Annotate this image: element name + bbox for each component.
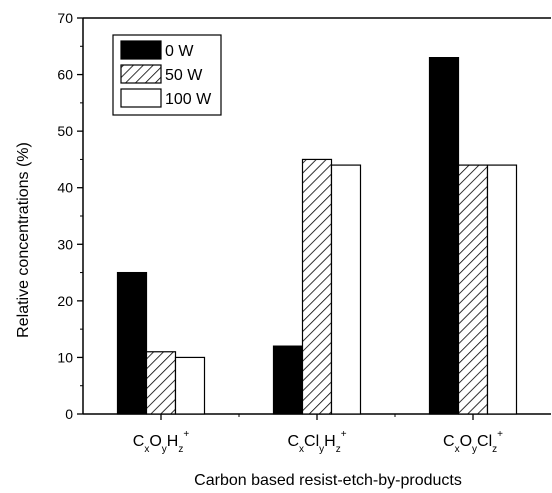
bar [428, 56, 460, 415]
y-tick-label: 10 [57, 349, 73, 365]
x-tick-label: Cx​Cly​Hz​+​ [287, 429, 346, 455]
legend-label: 50 W [165, 67, 203, 84]
bar [330, 164, 362, 415]
bar [174, 356, 206, 415]
bar [301, 158, 333, 415]
bar [486, 164, 518, 415]
bar [116, 271, 148, 415]
x-axis-ticks: Cx​Oy​Hz​+​ Cx​Cly​Hz​+​ Cx​Oy​Clz​+​ [133, 414, 503, 455]
legend-swatch [120, 88, 162, 108]
y-tick-label: 50 [57, 123, 73, 139]
x-axis-title: Carbon based resist-etch-by-products [194, 472, 462, 489]
y-tick-label: 70 [57, 10, 73, 26]
legend: 0 W 50 W 100 W [112, 34, 222, 116]
legend-label: 0 W [165, 43, 194, 60]
legend-label: 100 W [165, 91, 212, 108]
y-tick-label: 20 [57, 293, 73, 309]
y-tick-label: 40 [57, 180, 73, 196]
x-tick-label: Cx​Oy​Clz​+​ [443, 429, 503, 455]
y-axis-ticks: 0 10 20 30 40 50 60 70 [57, 10, 83, 422]
legend-swatch [120, 64, 162, 84]
bar [145, 351, 177, 415]
x-tick-label: Cx​Oy​Hz​+​ [133, 429, 190, 455]
y-axis-title: Relative concentrations (%) [15, 142, 32, 338]
bar [457, 164, 489, 415]
y-tick-label: 30 [57, 236, 73, 252]
y-tick-label: 60 [57, 67, 73, 83]
bars [116, 56, 518, 415]
bar [272, 345, 304, 415]
y-tick-label: 0 [65, 406, 73, 422]
legend-swatch [120, 40, 162, 60]
